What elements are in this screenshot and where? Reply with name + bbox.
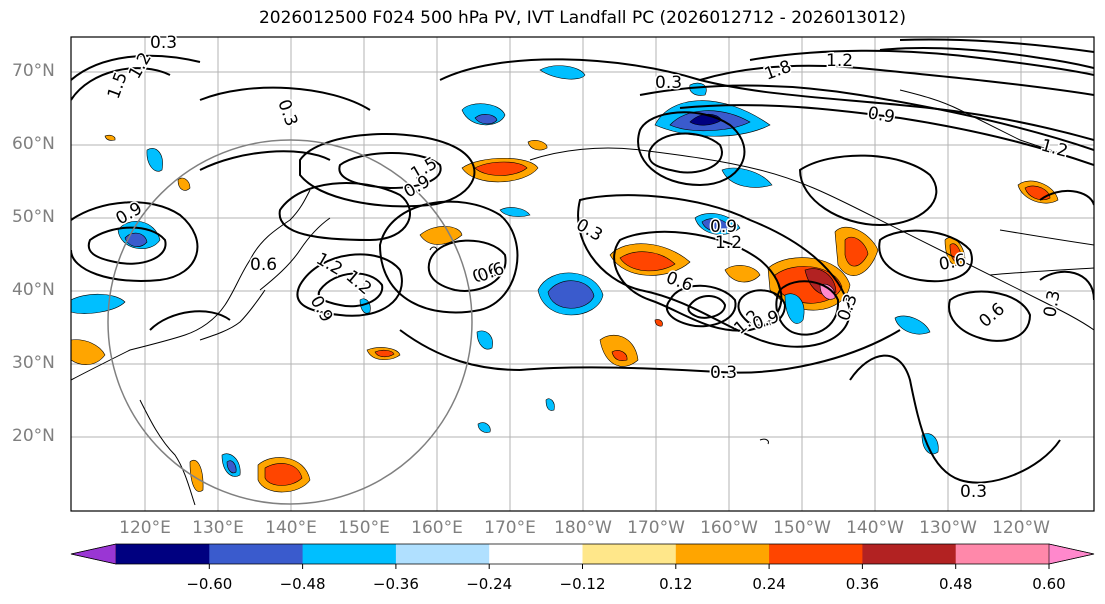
contour-label: 0.3 — [1040, 289, 1064, 319]
colorbar-tick-label: 0.60 — [1032, 575, 1066, 593]
pv-contours — [71, 38, 1094, 484]
contour-label: 1.2 — [1039, 136, 1070, 162]
longitude-label: 120°W — [992, 518, 1050, 538]
colorbar-tick-label: 0.48 — [938, 575, 973, 593]
colorbar-segment — [395, 544, 490, 564]
anomaly-patches — [71, 65, 1059, 493]
contour-label: 1.8 — [762, 57, 794, 85]
figure-title: 2026012500 F024 500 hPa PV, IVT Landfall… — [258, 8, 906, 28]
contour-label: 1.2 — [715, 233, 742, 253]
contour-label: 0.3 — [655, 73, 682, 93]
latitude-label: 40°N — [12, 280, 55, 300]
latitude-label: 20°N — [12, 426, 55, 446]
contour-label: 0.9 — [866, 103, 896, 127]
colorbar-segment — [955, 544, 1050, 564]
colorbar-segment — [675, 544, 770, 564]
contour-label: 0.6 — [663, 268, 695, 296]
colorbar-tick-label: −0.60 — [186, 575, 233, 593]
contour-label: 0.3 — [150, 33, 177, 53]
coastlines — [71, 89, 1094, 506]
map-area — [71, 37, 1094, 511]
colorbar-tick-label: −0.36 — [372, 575, 419, 593]
longitude-label: 120°E — [119, 518, 171, 538]
contour-label: 0.9 — [306, 293, 337, 326]
longitude-label: 160°W — [700, 518, 758, 538]
contour-label: 1.2 — [342, 267, 376, 300]
colorbar-tick-label: 0.24 — [752, 575, 786, 593]
contour-label: 0.3 — [960, 482, 987, 502]
contour-label: 0.6 — [475, 259, 507, 287]
longitude-label: 130°E — [192, 518, 244, 538]
region-circle — [107, 139, 473, 505]
colorbar-segment — [209, 544, 304, 564]
longitude-label: 170°E — [484, 518, 536, 538]
contour-label: 0.3 — [273, 97, 301, 129]
latitude-label: 70°N — [12, 61, 55, 81]
contour-label: 0.6 — [250, 255, 277, 275]
colorbar-tick-label: −0.12 — [559, 575, 606, 593]
map-frame — [70, 36, 1095, 512]
contour-label: 0.6 — [937, 251, 967, 275]
contour-label: 0.9 — [710, 217, 737, 237]
longitude-label: 180°W — [554, 518, 612, 538]
colorbar-segment — [489, 544, 583, 564]
colorbar-segment — [769, 544, 863, 564]
contour-labels: 0.31.51.20.31.50.91.20.90.6 0.61.20.90.30… — [102, 32, 1071, 504]
longitude-label: 150°E — [338, 518, 390, 538]
contour-label: 0.3 — [710, 363, 737, 383]
colorbar-tick-label: 0.36 — [845, 575, 880, 593]
latitude-label: 30°N — [12, 353, 55, 373]
colorbar-extend-low — [70, 543, 117, 565]
longitude-label: 160°E — [411, 518, 463, 538]
longitude-label: 150°W — [773, 518, 831, 538]
colorbar-tick-label: 0.12 — [659, 575, 693, 593]
contour-label: 0.6 — [975, 299, 1009, 332]
longitude-label: 170°W — [627, 518, 685, 538]
colorbar-segment — [862, 544, 957, 564]
longitude-label: 140°E — [265, 518, 317, 538]
colorbar-segment — [302, 544, 397, 564]
contour-label: 1.2 — [826, 51, 853, 71]
longitude-label: 140°W — [846, 518, 904, 538]
colorbar-tick-label: −0.24 — [466, 575, 513, 593]
colorbar-segment — [582, 544, 677, 564]
latitude-label: 60°N — [12, 134, 55, 154]
colorbar-segment — [116, 544, 210, 564]
longitude-label: 130°W — [919, 518, 977, 538]
colorbar-tick-label: −0.48 — [279, 575, 326, 593]
latitude-label: 50°N — [12, 207, 55, 227]
colorbar-extend-high — [1048, 543, 1095, 565]
colorbar — [70, 543, 1095, 569]
